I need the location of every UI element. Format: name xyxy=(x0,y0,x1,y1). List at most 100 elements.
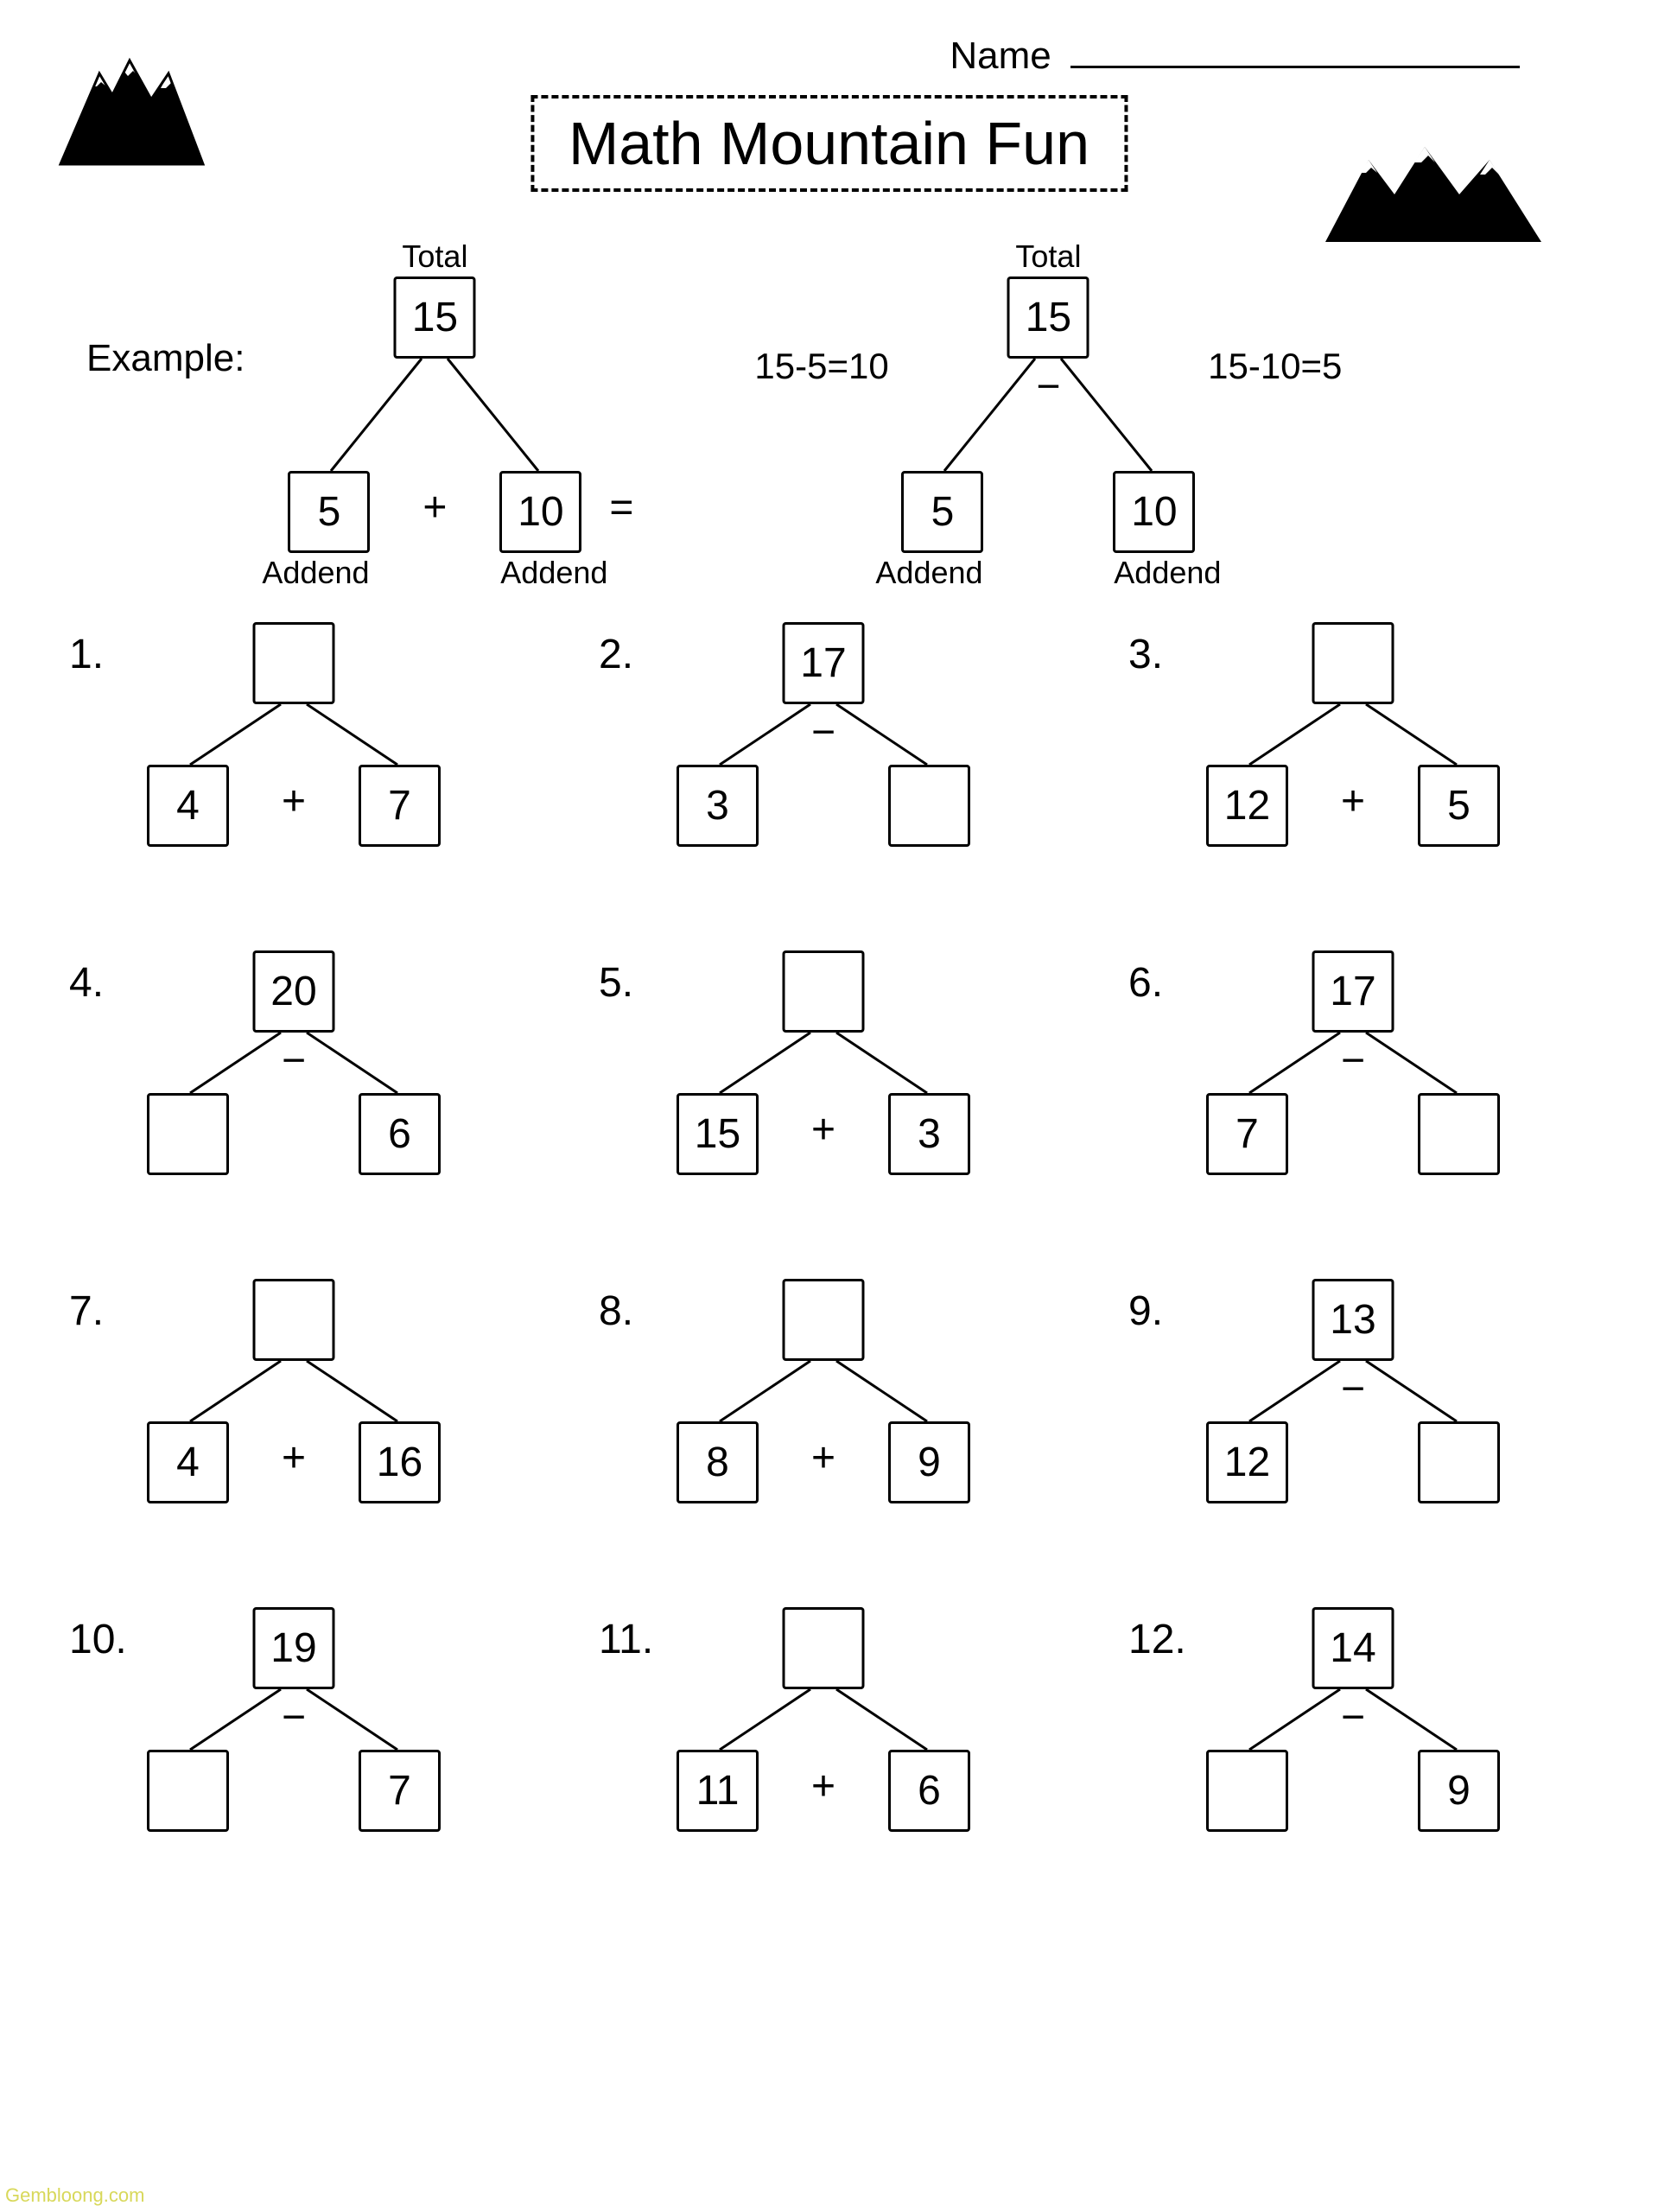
problem-9: 9.1312− xyxy=(1128,1279,1589,1503)
problem-number: 4. xyxy=(69,950,130,1007)
addend-right-box: 10 xyxy=(499,471,581,553)
total-box[interactable] xyxy=(1312,622,1394,704)
total-box[interactable] xyxy=(783,1279,865,1361)
total-label: Total xyxy=(1015,238,1081,275)
problem-number: 10. xyxy=(69,1607,130,1663)
addend-right-box: 9 xyxy=(888,1421,970,1503)
addend-right-box: 10 xyxy=(1113,471,1195,553)
watermark: Gembloong.com xyxy=(5,2184,144,2207)
addend-right-box[interactable] xyxy=(1418,1093,1500,1175)
problem-number: 2. xyxy=(599,622,659,678)
addend-right-box[interactable] xyxy=(888,765,970,847)
mountain-icon-left xyxy=(52,43,276,177)
addend-left-box: 7 xyxy=(1206,1093,1288,1175)
total-box: 17 xyxy=(1312,950,1394,1033)
problem-7: 7.416+ xyxy=(69,1279,530,1503)
operator-middle: + xyxy=(811,1106,835,1154)
math-mountain-tree: 4 7 + xyxy=(130,622,458,847)
problem-11: 11.116+ xyxy=(599,1607,1059,1832)
addend-left-box[interactable] xyxy=(147,1093,229,1175)
name-field[interactable]: Name xyxy=(950,35,1520,78)
operator-below-total: − xyxy=(811,709,835,756)
addend-left-box: 12 xyxy=(1206,1421,1288,1503)
addend-right-box[interactable] xyxy=(1418,1421,1500,1503)
addend-label-right: Addend xyxy=(1114,555,1221,591)
total-box: 13 xyxy=(1312,1279,1394,1361)
operator-middle: + xyxy=(1341,778,1365,825)
addend-left-box: 5 xyxy=(288,471,370,553)
math-mountain-tree: 14 9 − xyxy=(1189,1607,1517,1832)
problem-8: 8. 8 9 + xyxy=(599,1279,1059,1503)
total-box[interactable] xyxy=(783,1607,865,1689)
math-mountain-tree: 177− xyxy=(1189,950,1517,1175)
addend-right-box: 5 xyxy=(1418,765,1500,847)
problem-number: 12. xyxy=(1128,1607,1189,1663)
addend-left-box: 3 xyxy=(677,765,759,847)
operator-below-total: − xyxy=(282,1694,306,1741)
total-box: 20 xyxy=(253,950,335,1033)
addend-left-box: 15 xyxy=(677,1093,759,1175)
problem-10: 10. 19 7 − xyxy=(69,1607,530,1832)
problem-number: 6. xyxy=(1128,950,1189,1007)
equation-right: 15-10=5 xyxy=(1208,346,1342,387)
name-label: Name xyxy=(950,35,1051,77)
addend-right-box: 16 xyxy=(359,1421,441,1503)
addend-label-left: Addend xyxy=(875,555,982,591)
addend-left-box: 4 xyxy=(147,1421,229,1503)
addend-right-box: 9 xyxy=(1418,1750,1500,1832)
math-mountain-tree: 8 9 + xyxy=(659,1279,988,1503)
total-box: 14 xyxy=(1312,1607,1394,1689)
problem-number: 11. xyxy=(599,1607,659,1663)
example-tree-addition: Total 15 5 10 + = Addend Addend xyxy=(270,276,599,553)
operator-middle: + xyxy=(811,1434,835,1482)
math-mountain-tree: 17 3 − xyxy=(659,622,988,847)
total-box[interactable] xyxy=(783,950,865,1033)
equation-left: 15-5=10 xyxy=(754,346,888,387)
problem-2: 2. 17 3 − xyxy=(599,622,1059,847)
math-mountain-tree: 116+ xyxy=(659,1607,988,1832)
addend-left-box: 8 xyxy=(677,1421,759,1503)
example-tree-subtraction: Total 15-5=10 15-10=5 15 5 10 − Addend A… xyxy=(884,276,1212,553)
problem-6: 6.177− xyxy=(1128,950,1589,1175)
problem-number: 7. xyxy=(69,1279,130,1335)
plus-operator: + xyxy=(422,484,447,531)
minus-operator: − xyxy=(1036,363,1060,410)
examples-row: Example: Total 15 5 10 + = Addend Addend… xyxy=(52,276,1606,553)
total-box: 19 xyxy=(253,1607,335,1689)
addend-right-box: 7 xyxy=(359,1750,441,1832)
addend-left-box: 4 xyxy=(147,765,229,847)
addend-label-left: Addend xyxy=(262,555,369,591)
problem-12: 12. 14 9 − xyxy=(1128,1607,1589,1832)
addend-right-box: 7 xyxy=(359,765,441,847)
problem-1: 1.47+ xyxy=(69,622,530,847)
worksheet-header: Name Math Mountain Fun xyxy=(52,35,1606,259)
math-mountain-tree: 12 5 + xyxy=(1189,622,1517,847)
total-box: 17 xyxy=(783,622,865,704)
addend-right-box: 6 xyxy=(359,1093,441,1175)
total-box: 15 xyxy=(394,276,476,359)
total-box[interactable] xyxy=(253,1279,335,1361)
example-label: Example: xyxy=(86,276,245,380)
math-mountain-tree: 153+ xyxy=(659,950,988,1175)
problem-number: 9. xyxy=(1128,1279,1189,1335)
name-underline[interactable] xyxy=(1070,66,1520,68)
addend-left-box[interactable] xyxy=(1206,1750,1288,1832)
addend-right-box: 6 xyxy=(888,1750,970,1832)
operator-below-total: − xyxy=(282,1037,306,1084)
addend-label-right: Addend xyxy=(500,555,607,591)
total-box[interactable] xyxy=(253,622,335,704)
addend-left-box: 12 xyxy=(1206,765,1288,847)
problems-grid: 1.47+2.173−3.125+4.206−5.153+6.177−7.416… xyxy=(52,622,1606,1832)
math-mountain-tree: 20 6 − xyxy=(130,950,458,1175)
problem-4: 4. 20 6 − xyxy=(69,950,530,1175)
operator-below-total: − xyxy=(1341,1694,1365,1741)
problem-3: 3. 12 5 + xyxy=(1128,622,1589,847)
equals-sign: = xyxy=(609,484,633,531)
total-label: Total xyxy=(402,238,467,275)
addend-left-box: 11 xyxy=(677,1750,759,1832)
math-mountain-tree: 416+ xyxy=(130,1279,458,1503)
problem-number: 3. xyxy=(1128,622,1189,678)
problem-number: 8. xyxy=(599,1279,659,1335)
addend-left-box[interactable] xyxy=(147,1750,229,1832)
operator-middle: + xyxy=(282,778,306,825)
